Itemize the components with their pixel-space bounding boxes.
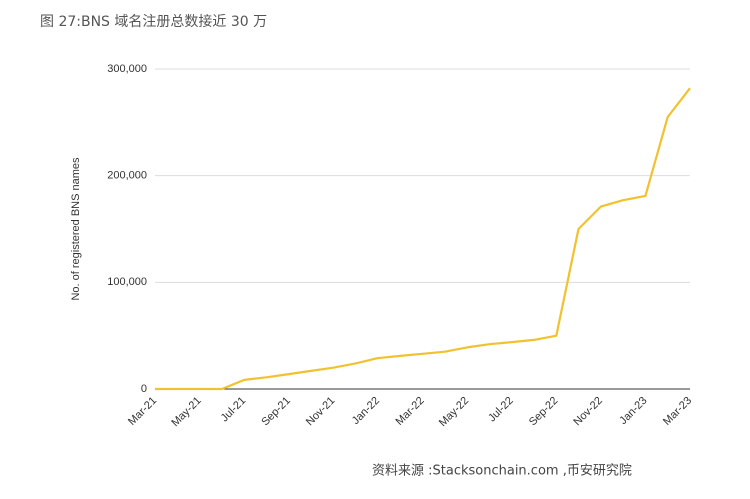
y-tick-label: 300,000	[107, 63, 147, 75]
x-tick-label: Jul-21	[219, 395, 249, 425]
chart-title: 图 27:BNS 域名注册总数接近 30 万	[40, 13, 267, 30]
x-tick-label: May-21	[169, 395, 203, 429]
y-tick-label: 100,000	[107, 276, 147, 288]
x-tick-label: Sep-22	[527, 395, 561, 429]
x-tick-label: Jan-23	[617, 395, 649, 427]
x-tick-label: Mar-22	[394, 395, 427, 428]
x-tick-label: Jul-22	[486, 395, 516, 425]
y-axis-label: No. of registered BNS names	[70, 157, 82, 301]
y-tick-label: 0	[141, 383, 147, 395]
x-tick-label: May-22	[437, 395, 471, 429]
x-tick-label: Jan-22	[350, 395, 382, 427]
data-line	[155, 87, 691, 391]
x-tick-label: Sep-21	[259, 395, 293, 429]
y-tick-label: 200,000	[107, 170, 147, 182]
x-tick-label: Mar-23	[661, 395, 694, 428]
x-tick-label: Mar-21	[126, 395, 159, 428]
x-tick-label: Nov-22	[571, 395, 605, 429]
source-note: 资料来源 :Stacksonchain.com ,币安研究院	[372, 464, 632, 479]
x-tick-label: Nov-21	[304, 395, 338, 429]
